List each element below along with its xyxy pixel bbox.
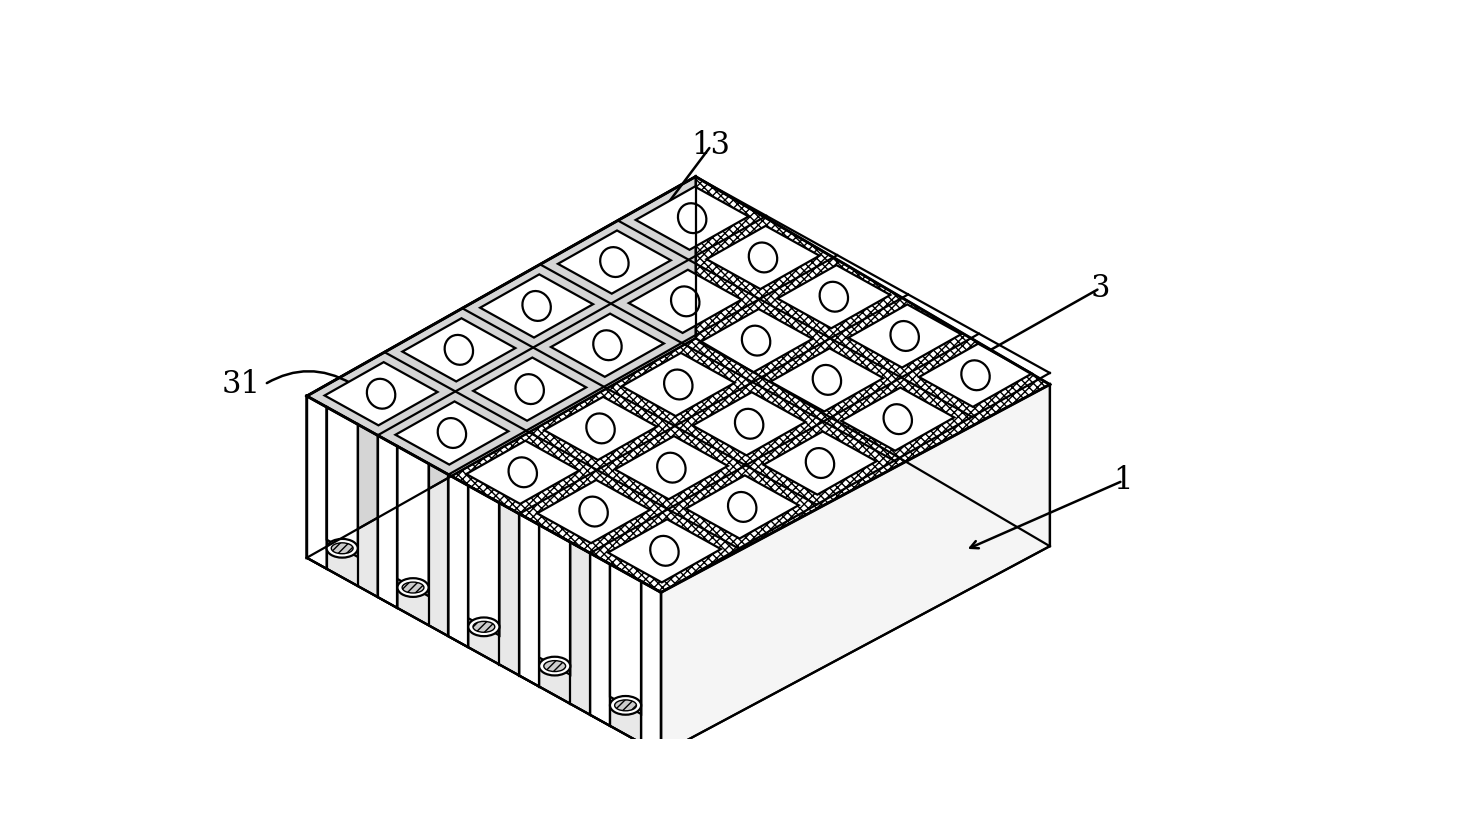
Text: 1: 1 (1113, 466, 1133, 496)
Polygon shape (307, 396, 326, 569)
Ellipse shape (522, 291, 551, 321)
Ellipse shape (469, 618, 500, 636)
Polygon shape (473, 358, 587, 421)
Ellipse shape (883, 404, 911, 434)
Text: 13: 13 (691, 130, 731, 161)
Polygon shape (848, 305, 961, 368)
Polygon shape (448, 475, 469, 647)
Polygon shape (403, 318, 516, 382)
Polygon shape (610, 564, 641, 714)
Ellipse shape (438, 418, 466, 448)
Polygon shape (519, 514, 539, 686)
Ellipse shape (403, 582, 423, 593)
Ellipse shape (331, 543, 353, 554)
Polygon shape (537, 480, 650, 543)
Ellipse shape (600, 247, 629, 277)
Polygon shape (700, 309, 813, 372)
Polygon shape (551, 314, 664, 377)
Ellipse shape (544, 661, 566, 671)
Ellipse shape (610, 696, 641, 715)
Ellipse shape (516, 374, 544, 404)
Ellipse shape (813, 365, 841, 395)
Polygon shape (378, 435, 397, 608)
Polygon shape (685, 476, 798, 539)
Ellipse shape (728, 492, 757, 522)
Ellipse shape (670, 286, 700, 316)
Polygon shape (778, 265, 891, 329)
Polygon shape (397, 447, 429, 596)
Ellipse shape (579, 496, 607, 526)
Polygon shape (707, 226, 819, 289)
Ellipse shape (742, 325, 770, 355)
Ellipse shape (678, 203, 707, 233)
Ellipse shape (650, 536, 679, 566)
Polygon shape (609, 520, 720, 583)
Ellipse shape (509, 457, 537, 487)
Polygon shape (395, 402, 509, 465)
Polygon shape (841, 388, 954, 451)
Polygon shape (559, 231, 670, 294)
Polygon shape (763, 432, 876, 495)
Ellipse shape (594, 330, 622, 360)
Polygon shape (544, 397, 657, 460)
Polygon shape (622, 353, 735, 416)
Text: 3: 3 (1091, 273, 1110, 304)
Polygon shape (539, 525, 570, 675)
Ellipse shape (961, 360, 989, 390)
Polygon shape (635, 187, 748, 250)
Polygon shape (481, 275, 592, 338)
Polygon shape (770, 349, 883, 412)
Polygon shape (469, 486, 500, 636)
Ellipse shape (368, 378, 395, 408)
Ellipse shape (748, 242, 778, 272)
Polygon shape (629, 270, 742, 333)
Polygon shape (614, 436, 728, 500)
Ellipse shape (820, 281, 848, 311)
Polygon shape (919, 344, 1032, 407)
Polygon shape (307, 177, 1050, 593)
Polygon shape (692, 392, 806, 456)
Ellipse shape (614, 700, 637, 710)
Polygon shape (325, 362, 438, 425)
Ellipse shape (397, 579, 429, 597)
Ellipse shape (444, 335, 473, 365)
Ellipse shape (587, 413, 614, 443)
Ellipse shape (664, 369, 692, 399)
Ellipse shape (806, 448, 833, 478)
Ellipse shape (735, 409, 763, 439)
Polygon shape (466, 441, 579, 504)
Ellipse shape (657, 452, 685, 482)
Ellipse shape (473, 622, 495, 632)
Polygon shape (307, 396, 662, 754)
Ellipse shape (539, 657, 570, 676)
Ellipse shape (891, 321, 919, 351)
Polygon shape (307, 177, 695, 558)
Text: 31: 31 (222, 369, 260, 400)
Polygon shape (662, 384, 1050, 754)
Polygon shape (641, 581, 662, 754)
Polygon shape (589, 553, 610, 725)
Ellipse shape (326, 539, 357, 558)
Polygon shape (326, 407, 357, 557)
